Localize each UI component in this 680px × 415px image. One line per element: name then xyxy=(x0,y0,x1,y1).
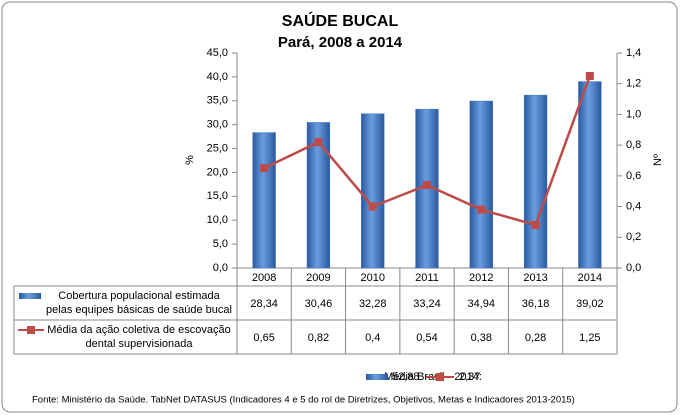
y-tick-label: 15,0 xyxy=(207,190,228,202)
y-axis-label: % xyxy=(184,155,196,165)
line-marker xyxy=(477,205,486,214)
table-value: 0,28 xyxy=(525,332,546,344)
y-tick-label: 25,0 xyxy=(207,142,228,154)
footer-bar-value: 52,88 xyxy=(392,371,420,383)
table-value: 36,18 xyxy=(522,298,550,310)
bar xyxy=(252,132,276,269)
table-value: 32,28 xyxy=(359,298,387,310)
table-value: 0,38 xyxy=(471,332,492,344)
bar xyxy=(578,81,602,269)
table-value: 39,02 xyxy=(576,298,604,310)
x-tick-label: 2014 xyxy=(578,272,602,284)
x-tick-label: 2013 xyxy=(523,272,547,284)
line-marker xyxy=(368,202,377,211)
y-tick-label: 5,0 xyxy=(213,238,228,250)
y-tick-label: 35,0 xyxy=(207,95,228,107)
table-value: 34,94 xyxy=(468,298,496,310)
line-marker xyxy=(585,72,594,81)
table-value: 0,65 xyxy=(253,332,274,344)
y-tick-label: 40,0 xyxy=(207,71,228,83)
table-value: 28,34 xyxy=(250,298,278,310)
legend-label: Cobertura populacional estimada pelas eq… xyxy=(46,290,232,316)
bar xyxy=(361,113,385,269)
table-value: 0,4 xyxy=(365,332,380,344)
y-tick-label: 30,0 xyxy=(207,119,228,131)
y2-tick-label: 0,0 xyxy=(626,262,641,274)
y-tick-label: 0,0 xyxy=(213,262,228,274)
y-tick-label: 10,0 xyxy=(207,214,228,226)
line-marker xyxy=(260,164,269,173)
table-value: 33,24 xyxy=(413,298,441,310)
y2-tick-label: 1,4 xyxy=(626,47,641,59)
y2-axis-label: Nº xyxy=(652,154,664,166)
y2-tick-label: 0,4 xyxy=(626,200,641,212)
table-value: 0,54 xyxy=(416,332,437,344)
y2-tick-label: 0,2 xyxy=(626,231,641,243)
chart-title: SAÚDE BUCAL xyxy=(282,11,399,30)
x-tick-label: 2010 xyxy=(360,272,384,284)
y2-tick-label: 1,2 xyxy=(626,78,641,90)
table-value: 1,25 xyxy=(579,332,600,344)
footer-bar-icon xyxy=(366,374,388,380)
y-tick-label: 20,0 xyxy=(207,166,228,178)
source: Fonte: Ministério da Saúde. TabNet DATAS… xyxy=(32,395,575,406)
legend-label: Média da ação coletiva de escovação dent… xyxy=(47,324,231,350)
table-value: 0,82 xyxy=(308,332,329,344)
table-value: 30,46 xyxy=(305,298,333,310)
y2-tick-label: 0,6 xyxy=(626,170,641,182)
x-tick-label: 2008 xyxy=(252,272,276,284)
chart-subtitle: Pará, 2008 a 2014 xyxy=(278,34,403,51)
line-marker xyxy=(531,221,540,229)
legend-icon xyxy=(19,293,41,299)
y-tick-label: 45,0 xyxy=(207,47,228,59)
footer-line-value: 2,37 xyxy=(459,371,480,383)
x-tick-label: 2009 xyxy=(306,272,330,284)
y2-tick-label: 0,8 xyxy=(626,139,641,151)
x-tick-label: 2012 xyxy=(469,272,493,284)
bar xyxy=(469,100,493,269)
x-tick-label: 2011 xyxy=(415,272,439,284)
y2-tick-label: 1,0 xyxy=(626,108,641,120)
bar xyxy=(523,94,548,269)
line-marker xyxy=(314,138,323,147)
legend-marker xyxy=(27,326,35,334)
bar xyxy=(306,122,331,269)
footer-line-marker xyxy=(436,373,444,381)
line-marker xyxy=(423,181,431,190)
